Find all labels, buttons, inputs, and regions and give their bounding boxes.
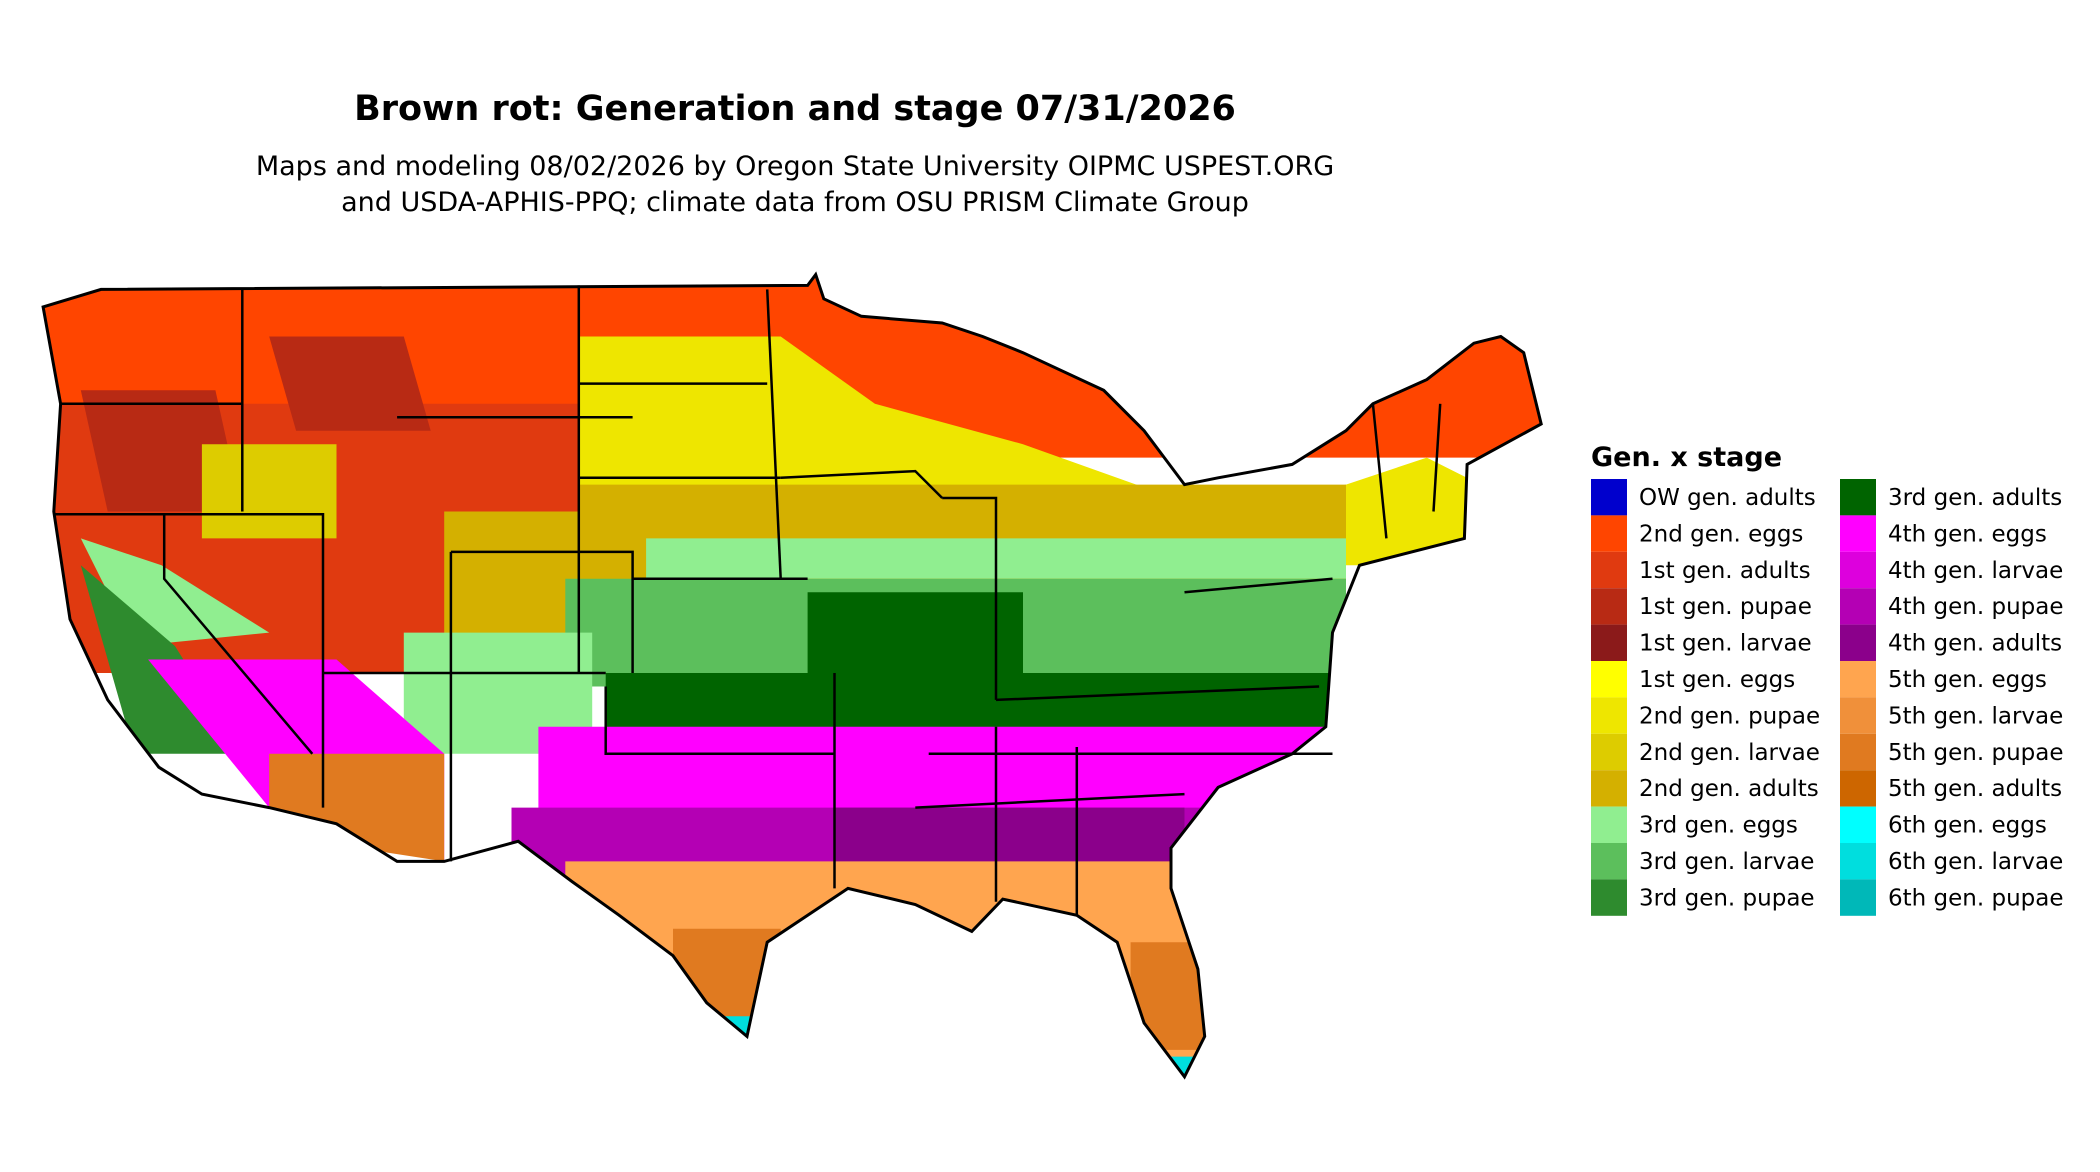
legend-label: 4th gen. adults [1888,631,2062,657]
legend-swatch [1840,588,1876,625]
legend-label: 2nd gen. pupae [1639,703,1820,729]
map-region [269,753,445,862]
state-line [604,686,835,756]
legend-label: 4th gen. larvae [1888,558,2063,584]
state-borders [53,285,1442,916]
legend-swatch [1591,806,1627,843]
legend-swatch [1840,879,1876,916]
legend-label: 4th gen. eggs [1888,521,2047,547]
legend-swatch [1591,733,1627,771]
legend-label: 1st gen. larvae [1639,631,1812,657]
legend-label: 2nd gen. adults [1639,776,1819,802]
legend-swatch [1840,624,1876,661]
legend-label: 6th gen. eggs [1888,813,2047,839]
legend-swatch [1591,697,1627,734]
state-line [162,514,314,755]
legend-label: 3rd gen. eggs [1639,813,1798,839]
legend-swatch [1840,697,1876,734]
legend-swatch [1591,879,1627,916]
map-region [807,592,1023,687]
legend-label: 5th gen. larvae [1888,703,2063,729]
country-border [41,271,1543,1080]
legend-swatch [1591,624,1627,661]
state-line [915,792,1185,809]
legend-label: 1st gen. pupae [1639,594,1812,620]
legend-swatch [1591,770,1627,807]
map-region [1130,942,1212,1050]
legend-label: 5th gen. adults [1888,776,2062,802]
state-line [1184,577,1333,594]
legend-label: OW gen. adults [1639,485,1816,511]
state-line [995,685,1320,702]
legend-label: 1st gen. adults [1639,558,1811,584]
legend: OW gen. adults 2nd gen. eggs 1st gen. adul… [1591,479,2064,916]
state-line [780,469,944,499]
state-line [450,550,634,673]
legend-label: 2nd gen. larvae [1639,740,1820,766]
legend-swatch [1591,515,1627,552]
map-title: Brown rot: Generation and stage 07/31/20… [354,89,1236,129]
state-line [1432,403,1442,512]
map-region [673,928,781,1050]
state-line [942,496,998,700]
legend-swatch [1840,843,1876,880]
legend-label: 5th gen. pupae [1888,740,2064,766]
map-subtitle: Maps and modeling 08/02/2026 by Oregon S… [256,151,1334,182]
legend-label: 4th gen. pupae [1888,594,2064,620]
map-region [201,444,337,539]
legend-swatch [1840,515,1876,552]
legend-label: 5th gen. eggs [1888,667,2047,693]
state-line [1371,403,1388,539]
legend-swatch [1591,661,1627,698]
legend-title: Gen. x stage [1591,442,1782,473]
legend-swatch [1840,661,1876,698]
map-subtitle: and USDA-APHIS-PPQ; climate data from OS… [341,187,1249,218]
legend-label: 2nd gen. eggs [1639,521,1803,547]
legend-label: 1st gen. eggs [1639,667,1795,693]
legend-label: 3rd gen. adults [1888,485,2062,511]
legend-label: 6th gen. pupae [1888,885,2064,911]
legend-swatch [1840,551,1876,589]
map-region [269,336,431,431]
legend-swatch [1840,806,1876,843]
legend-swatch [1591,551,1627,589]
legend-swatch [1591,479,1627,516]
legend-swatch [1840,733,1876,771]
legend-swatch [1840,770,1876,807]
legend-label: 6th gen. larvae [1888,849,2063,875]
state-line [765,289,782,579]
legend-swatch [1591,588,1627,625]
legend-swatch [1840,479,1876,516]
legend-label: 3rd gen. pupae [1639,885,1815,911]
legend-label: 3rd gen. larvae [1639,849,1814,875]
legend-swatch [1591,843,1627,880]
map-region [1157,1056,1212,1077]
state-line [53,512,325,673]
